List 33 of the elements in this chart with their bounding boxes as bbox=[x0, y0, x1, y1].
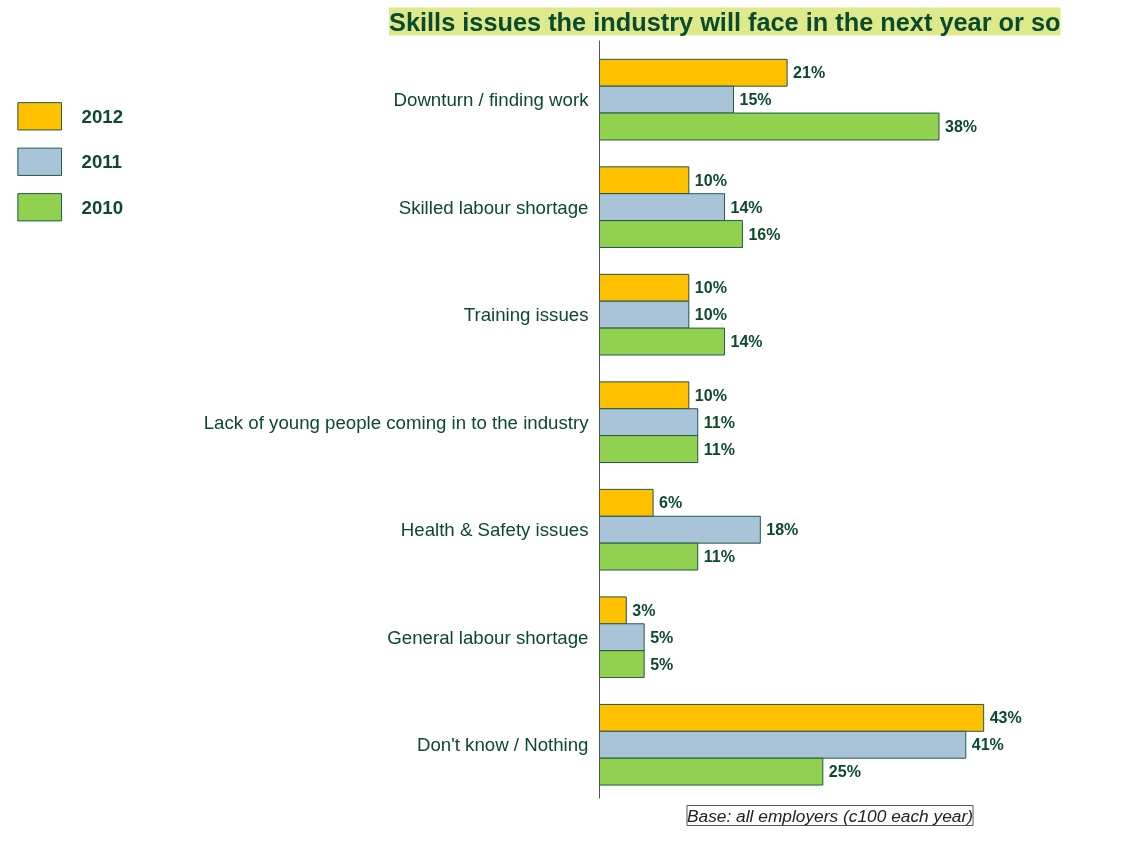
data-label: 25% bbox=[828, 763, 861, 781]
data-label: 38% bbox=[945, 118, 978, 136]
data-label: 11% bbox=[703, 413, 735, 431]
chart-title: Skills issues the industry will face in the next year or so bbox=[389, 7, 1061, 36]
y-tick-label: Don't know / Nothing bbox=[416, 734, 589, 756]
data-label: 11% bbox=[703, 548, 735, 566]
data-label: 43% bbox=[989, 709, 1022, 727]
data-label: 14% bbox=[730, 198, 763, 216]
y-tick-label: Health & Safety issues bbox=[400, 519, 589, 541]
legend-label: 2010 bbox=[81, 196, 124, 218]
y-tick-label: Skilled labour shortage bbox=[398, 196, 589, 218]
data-label: 10% bbox=[694, 386, 727, 404]
data-label: 10% bbox=[694, 306, 727, 324]
data-label: 5% bbox=[650, 655, 674, 673]
y-tick-label: Training issues bbox=[463, 304, 589, 326]
data-label: 5% bbox=[650, 628, 674, 646]
text: Base: all employers (c100 each year) bbox=[686, 805, 974, 826]
data-label: 10% bbox=[694, 171, 727, 189]
data-label: 21% bbox=[793, 64, 826, 82]
data-label: 3% bbox=[632, 601, 656, 619]
data-label: 41% bbox=[971, 736, 1004, 754]
data-label: 14% bbox=[730, 333, 763, 351]
y-tick-label: Lack of young people coming in to the industry bbox=[203, 411, 590, 433]
y-tick-label: General labour shortage bbox=[387, 626, 589, 648]
data-label: 15% bbox=[739, 91, 772, 109]
legend-label: 2011 bbox=[81, 151, 122, 173]
y-tick-label: Downturn / finding work bbox=[393, 89, 590, 111]
legend-label: 2012 bbox=[81, 105, 124, 127]
data-label: 11% bbox=[703, 440, 735, 458]
data-label: 6% bbox=[659, 494, 683, 512]
data-label: 10% bbox=[694, 279, 727, 297]
data-label: 16% bbox=[748, 225, 781, 243]
data-label: 18% bbox=[766, 521, 799, 539]
